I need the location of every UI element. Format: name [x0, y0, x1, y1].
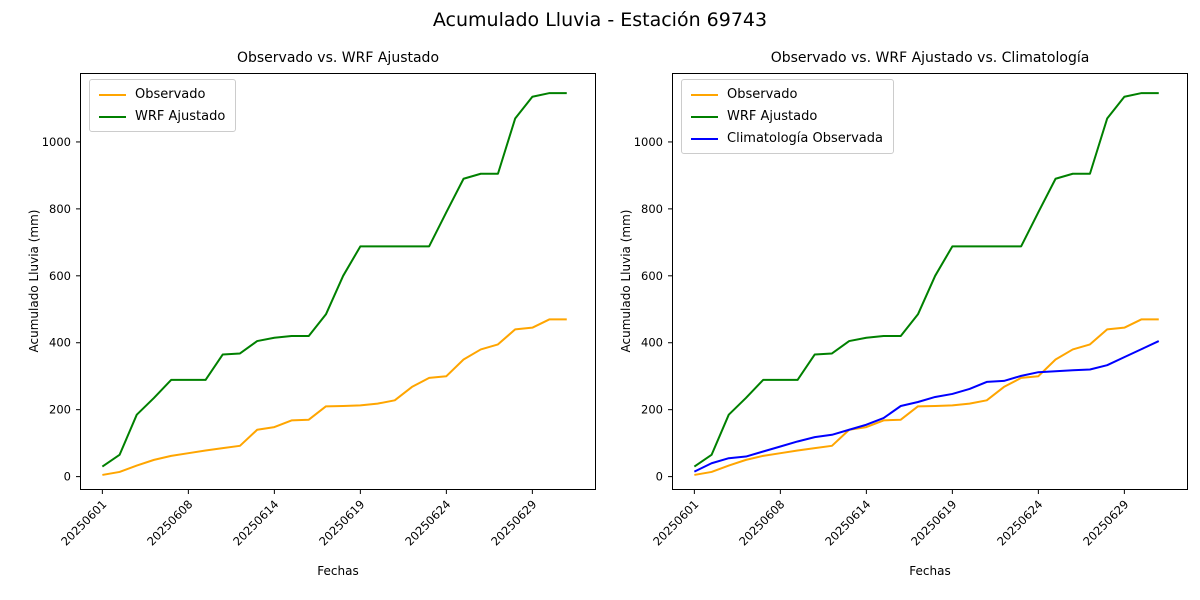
y-tick-label: 200: [641, 403, 663, 417]
y-tick-label: 0: [656, 470, 663, 484]
y-tick-label: 400: [49, 336, 71, 350]
y-tick-label: 1000: [634, 135, 663, 149]
x-tick-label: 20250624: [402, 497, 453, 548]
legend-line-swatch-wrf-ajustado: [691, 115, 718, 118]
x-tick-label: 20250614: [822, 497, 873, 548]
legend-line-swatch-climatologia-observada: [691, 137, 718, 140]
series-line-wrf-ajustado: [101, 92, 567, 468]
legend-label-observado: Observado: [727, 87, 798, 102]
series-line-wrf-ajustado: [693, 92, 1159, 468]
legend-entry-climatologia-observada: Climatología Observada: [691, 131, 883, 146]
x-tick-label: 20250614: [230, 497, 281, 548]
y-tick-label: 800: [49, 202, 71, 216]
x-tick-label: 20250608: [144, 497, 195, 548]
subplot-2-y-axis-label: Acumulado Lluvia (mm): [619, 209, 633, 353]
y-tick-label: 0: [64, 470, 71, 484]
axes-spines: [80, 73, 596, 490]
legend-line-swatch-observado: [691, 93, 718, 96]
x-tick-label: 20250619: [908, 497, 959, 548]
subplot-2-legend: Observado WRF Ajustado Climatología Observ…: [681, 79, 894, 154]
series-line-observado: [694, 318, 1159, 476]
x-tick-label: 20250601: [650, 497, 701, 548]
y-tick-label: 1000: [42, 135, 71, 149]
legend-line-swatch-wrf-ajustado: [99, 115, 126, 118]
y-tick-label: 600: [641, 269, 663, 283]
x-tick-label: 20250624: [994, 497, 1045, 548]
x-tick-label: 20250619: [316, 497, 367, 548]
series-line-observado: [102, 318, 567, 476]
y-tick-label: 800: [641, 202, 663, 216]
subplot-1-y-axis-label: Acumulado Lluvia (mm): [27, 209, 41, 353]
x-tick-label: 20250629: [1080, 497, 1131, 548]
subplot-1-title: Observado vs. WRF Ajustado: [236, 50, 440, 66]
x-tick-label: 20250608: [736, 497, 787, 548]
subplot-1-plot-area: 0 200 400 600 800 1000 20250601 20250608 2025061…: [42, 73, 596, 549]
legend-entry-wrf-ajustado: WRF Ajustado: [99, 109, 225, 124]
legend-entry-wrf-ajustado: WRF Ajustado: [691, 109, 883, 124]
series-line-climatologia-observada: [693, 340, 1160, 473]
subplot-2-title: Observado vs. WRF Ajustado vs. Climatolo…: [770, 50, 1090, 66]
y-tick-label: 600: [49, 269, 71, 283]
legend-line-swatch-observado: [99, 93, 126, 96]
x-tick-label: 20250601: [58, 497, 109, 548]
legend-entry-observado: Observado: [691, 87, 883, 102]
legend-label-wrf-ajustado: WRF Ajustado: [727, 109, 818, 124]
legend-label-climatologia-observada: Climatología Observada: [727, 131, 883, 146]
y-tick-label: 200: [49, 403, 71, 417]
legend-label-wrf-ajustado: WRF Ajustado: [135, 109, 226, 124]
subplot-2-x-axis-label: Fechas: [909, 564, 951, 578]
axes-spines: [672, 73, 1188, 490]
figure-suptitle: Acumulado Lluvia - Estación 69743: [432, 9, 768, 31]
subplot-1-legend: Observado WRF Ajustado: [89, 79, 237, 132]
legend-label-observado: Observado: [135, 87, 206, 102]
y-tick-label: 400: [641, 336, 663, 350]
x-tick-label: 20250629: [488, 497, 539, 548]
subplot-1-x-axis-label: Fechas: [317, 564, 359, 578]
legend-entry-observado: Observado: [99, 87, 225, 102]
